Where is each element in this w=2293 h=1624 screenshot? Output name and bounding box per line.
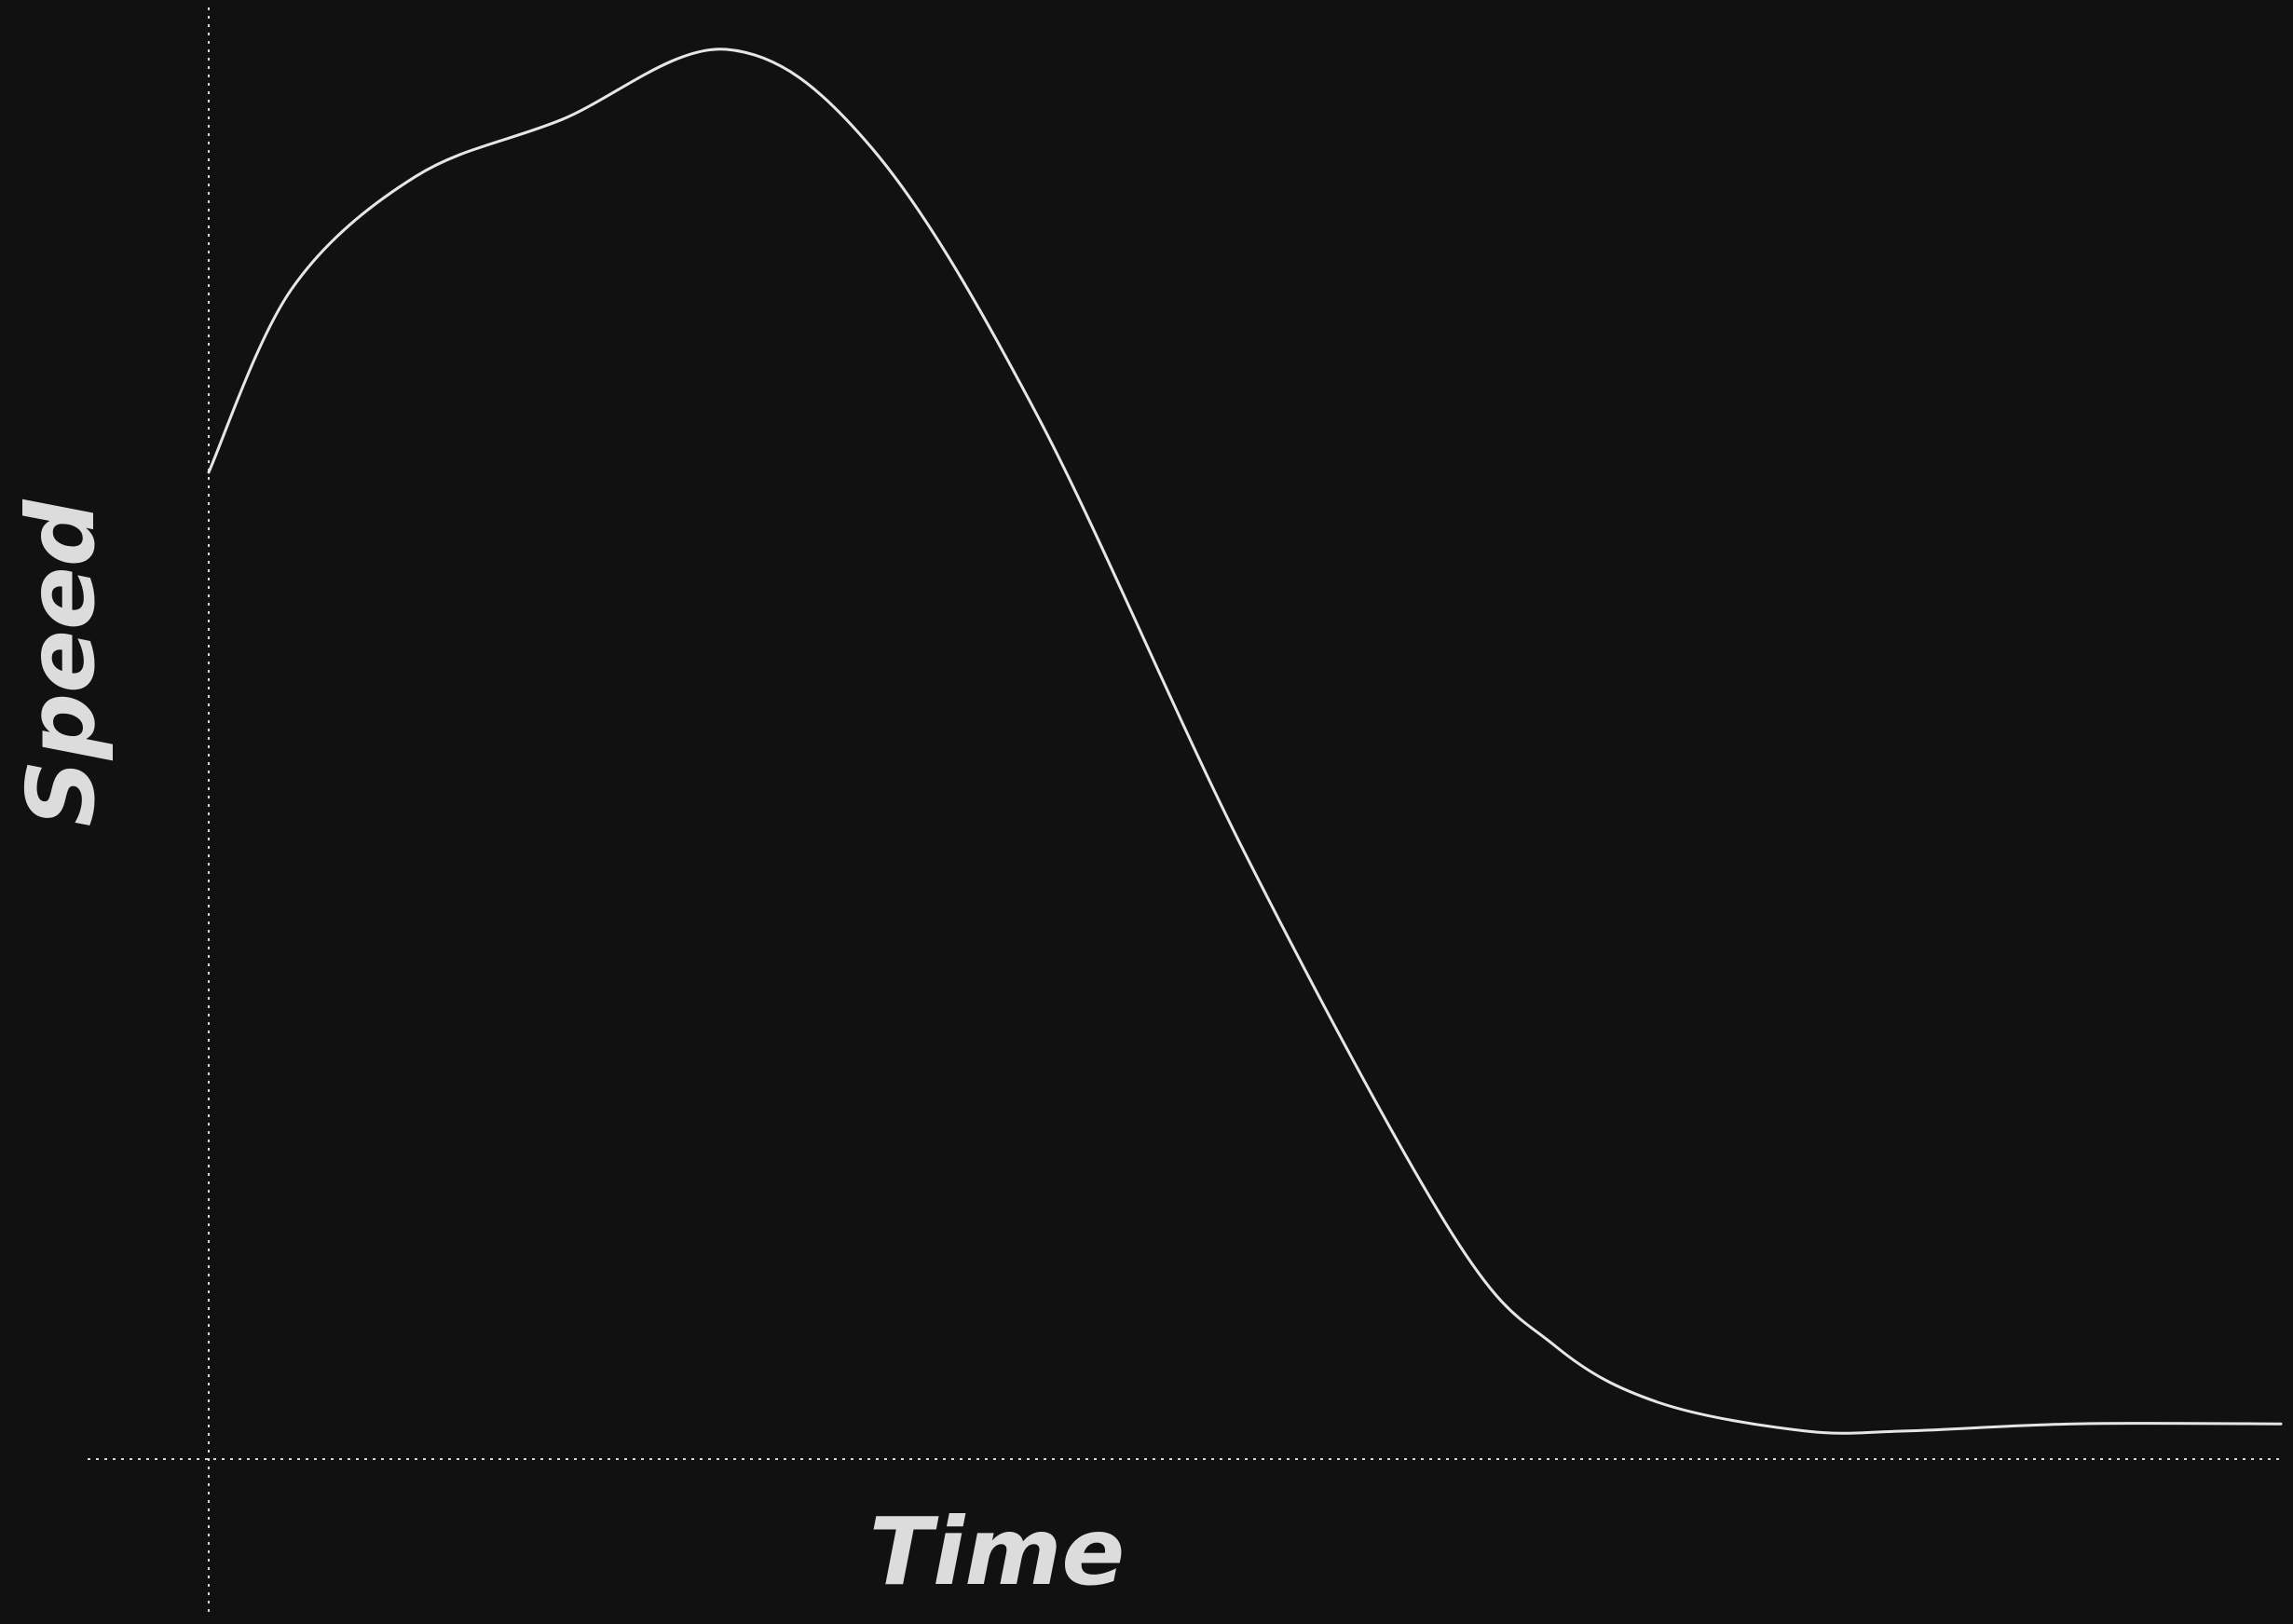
y-axis-label: Speed (7, 498, 116, 826)
x-axis-label: Time (869, 1497, 1126, 1606)
speed-series-line (207, 48, 2283, 1435)
